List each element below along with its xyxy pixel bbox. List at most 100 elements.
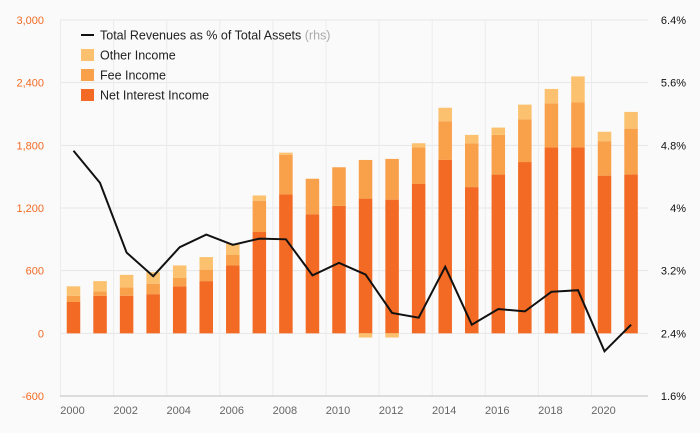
bar-net-interest-income-2013 (411, 183, 426, 334)
bar-other-income-2011 (358, 333, 373, 338)
bar-net-interest-income-2010 (332, 205, 346, 334)
bar-net-interest-income-2018 (544, 147, 559, 334)
x-tick-label: 2020 (591, 405, 615, 417)
bar-fee-income-2017 (518, 119, 532, 163)
bar-fee-income-2007 (252, 200, 267, 233)
bar-other-income-2007 (252, 195, 267, 201)
bar-other-income-2014 (438, 107, 452, 122)
bar-fee-income-2004 (172, 277, 187, 287)
x-tick-label: 2002 (113, 405, 137, 417)
bar-net-interest-income-2002 (119, 295, 134, 334)
bar-other-income-2005 (199, 257, 213, 270)
bar-net-interest-income-2005 (199, 281, 213, 334)
left-tick-label: 0 (38, 328, 44, 340)
bar-fee-income-2001 (93, 291, 107, 296)
legend-label: Net Interest Income (100, 89, 209, 103)
legend-note: (rhs) (301, 29, 330, 43)
bar-fee-income-2006 (226, 255, 240, 266)
bar-fee-income-2013 (411, 147, 426, 184)
right-tick-label: 6.4% (661, 15, 686, 27)
x-tick-label: 2010 (326, 405, 350, 417)
bar-fee-income-2005 (199, 269, 213, 282)
bar-fee-income-2002 (119, 287, 134, 296)
right-axis: 6.4% 5.6% 4.8% 4% 3.2% 2.4% 1.6% (661, 15, 686, 403)
bar-fee-income-2020 (597, 141, 612, 176)
right-tick-label: 4.8% (661, 140, 686, 152)
legend-label: Total Revenues as % of Total Assets (rhs… (100, 29, 330, 43)
legend: Total Revenues as % of Total Assets (rhs… (81, 29, 330, 103)
bar-fee-income-2019 (571, 102, 585, 148)
bar-fee-income-2014 (438, 121, 452, 160)
bar-other-income-2003 (146, 272, 160, 284)
bar-other-income-2008 (279, 152, 293, 155)
right-tick-label: 5.6% (661, 78, 686, 90)
right-tick-label: 1.6% (661, 391, 686, 403)
bar-fee-income-2010 (332, 167, 346, 206)
bar-net-interest-income-2007 (252, 232, 267, 334)
bar-net-interest-income-2015 (465, 187, 479, 334)
revenue-ratio-line (72, 150, 632, 354)
x-tick-label: 2004 (166, 405, 190, 417)
right-tick-label: 2.4% (661, 328, 686, 340)
bar-fee-income-2021 (624, 128, 638, 175)
bar-other-income-2001 (93, 281, 107, 292)
bar-fee-income-2015 (465, 143, 479, 188)
left-tick-label: 1,200 (16, 203, 44, 215)
x-tick-label: 2000 (60, 405, 84, 417)
right-tick-label: 3.2% (661, 266, 686, 278)
bar-net-interest-income-2014 (438, 159, 452, 334)
bar-net-interest-income-2000 (66, 302, 81, 334)
x-tick-label: 2006 (220, 405, 244, 417)
line-total-revenues-as-of-total-assets (72, 150, 632, 354)
legend-label: Fee Income (100, 69, 166, 83)
bar-net-interest-income-2008 (279, 194, 293, 334)
bar-net-interest-income-2004 (172, 286, 187, 334)
bar-other-income-2020 (597, 131, 612, 142)
bar-other-income-2018 (544, 88, 559, 104)
bar-fee-income-2000 (66, 295, 81, 302)
gridlines (60, 19, 648, 397)
left-tick-label: 600 (26, 266, 44, 278)
bar-other-income-2004 (172, 265, 187, 278)
bar-net-interest-income-2006 (226, 265, 240, 334)
bar-net-interest-income-2003 (146, 294, 160, 334)
x-tick-label: 2018 (538, 405, 562, 417)
bar-fee-income-2009 (305, 178, 320, 215)
bar-net-interest-income-2001 (93, 295, 107, 334)
left-axis: 3,000 2,400 1,800 1,200 600 0 -600 (16, 15, 44, 403)
right-tick-label: 4% (670, 203, 686, 215)
legend-label: Other Income (100, 49, 176, 63)
stacked-bars (66, 76, 638, 338)
bar-net-interest-income-2017 (518, 162, 532, 334)
bar-net-interest-income-2020 (597, 175, 612, 334)
bar-net-interest-income-2011 (358, 198, 373, 334)
x-tick-label: 2008 (273, 405, 297, 417)
bar-fee-income-2008 (279, 154, 293, 195)
bar-other-income-2002 (119, 274, 134, 288)
left-tick-label: -600 (22, 391, 44, 403)
bar-net-interest-income-2016 (491, 174, 506, 334)
bar-net-interest-income-2019 (571, 147, 585, 334)
bar-other-income-2013 (411, 143, 426, 148)
bar-net-interest-income-2021 (624, 174, 638, 334)
left-tick-label: 1,800 (16, 140, 44, 152)
x-axis: 2000 2002 2004 2006 2008 2010 2012 2014 2016 2018… (60, 405, 615, 417)
bar-fee-income-2012 (385, 158, 399, 200)
bar-fee-income-2003 (146, 283, 160, 295)
bar-other-income-2000 (66, 286, 81, 296)
bar-other-income-2016 (491, 127, 506, 135)
bar-net-interest-income-2012 (385, 199, 399, 334)
bar-fee-income-2011 (358, 159, 373, 199)
left-tick-label: 3,000 (16, 15, 44, 27)
x-tick-label: 2014 (432, 405, 456, 417)
bar-other-income-2006 (226, 243, 240, 255)
legend-box-swatch (81, 69, 94, 81)
bar-fee-income-2018 (544, 103, 559, 148)
bar-fee-income-2016 (491, 134, 506, 175)
bar-other-income-2019 (571, 76, 585, 103)
left-tick-label: 2,400 (16, 78, 44, 90)
bar-other-income-2021 (624, 111, 638, 129)
x-tick-label: 2016 (485, 405, 509, 417)
bar-other-income-2017 (518, 104, 532, 120)
